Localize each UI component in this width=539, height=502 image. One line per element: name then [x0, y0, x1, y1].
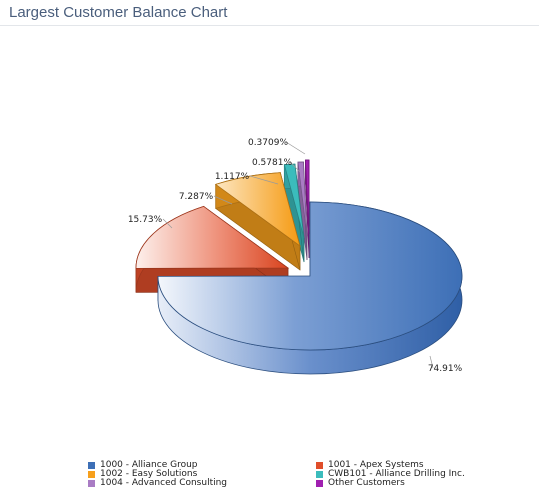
slice-label-6: 0.3709% — [248, 138, 288, 148]
pie-slice-4 — [283, 163, 305, 263]
slice-label-3: 7.287% — [179, 192, 214, 202]
leader-line-3 — [213, 195, 233, 205]
legend-label: CWB101 - Alliance Drilling Inc. — [328, 469, 465, 479]
legend-swatch — [88, 480, 95, 487]
leader-line-6 — [285, 141, 306, 155]
pie-slice-2 — [135, 205, 290, 293]
slice-label-5: 0.5781% — [252, 158, 292, 168]
legend-swatch — [88, 471, 95, 478]
leader-line-2 — [162, 218, 173, 229]
slice-label-2: 15.73% — [128, 215, 163, 225]
pie-slice-3 — [214, 172, 301, 271]
legend-item-5: 1004 - Advanced Consulting — [88, 479, 227, 488]
legend-item-3: 1002 - Easy Solutions — [88, 470, 197, 479]
chart-title: Largest Customer Balance Chart — [9, 4, 228, 21]
leader-line-1 — [429, 355, 434, 369]
legend-swatch — [316, 471, 323, 478]
legend-item-6: Other Customers — [316, 479, 405, 488]
pie-slice-5 — [297, 161, 308, 261]
pie-slice-6 — [305, 159, 310, 259]
legend-item-4: CWB101 - Alliance Drilling Inc. — [316, 470, 465, 479]
slice-label-4: 1.117% — [215, 172, 250, 182]
legend-item-1: 1000 - Alliance Group — [88, 461, 198, 470]
legend-swatch — [88, 462, 95, 469]
legend-item-2: 1001 - Apex Systems — [316, 461, 424, 470]
legend-swatch — [316, 462, 323, 469]
chart-header: Largest Customer Balance Chart — [0, 0, 539, 26]
pie-chart: 74.91% 15.73% 7.287%1.117%0.5781% 0.3709% — [128, 138, 463, 375]
legend-label: 1002 - Easy Solutions — [100, 469, 198, 479]
leader-line-4 — [249, 175, 279, 185]
leader-line-5 — [289, 161, 301, 173]
legend-label: 1000 - Alliance Group — [100, 460, 198, 470]
legend-label: 1004 - Advanced Consulting — [100, 478, 228, 488]
slice-label-1: 74.91% — [428, 364, 463, 374]
legend-swatch — [316, 480, 323, 487]
pie-slice-1 — [157, 201, 463, 375]
legend-label: 1001 - Apex Systems — [328, 460, 424, 470]
legend-label: Other Customers — [328, 478, 405, 488]
chart-legend: 1000 - Alliance Group 1001 - Apex Systems… — [0, 461, 539, 491]
